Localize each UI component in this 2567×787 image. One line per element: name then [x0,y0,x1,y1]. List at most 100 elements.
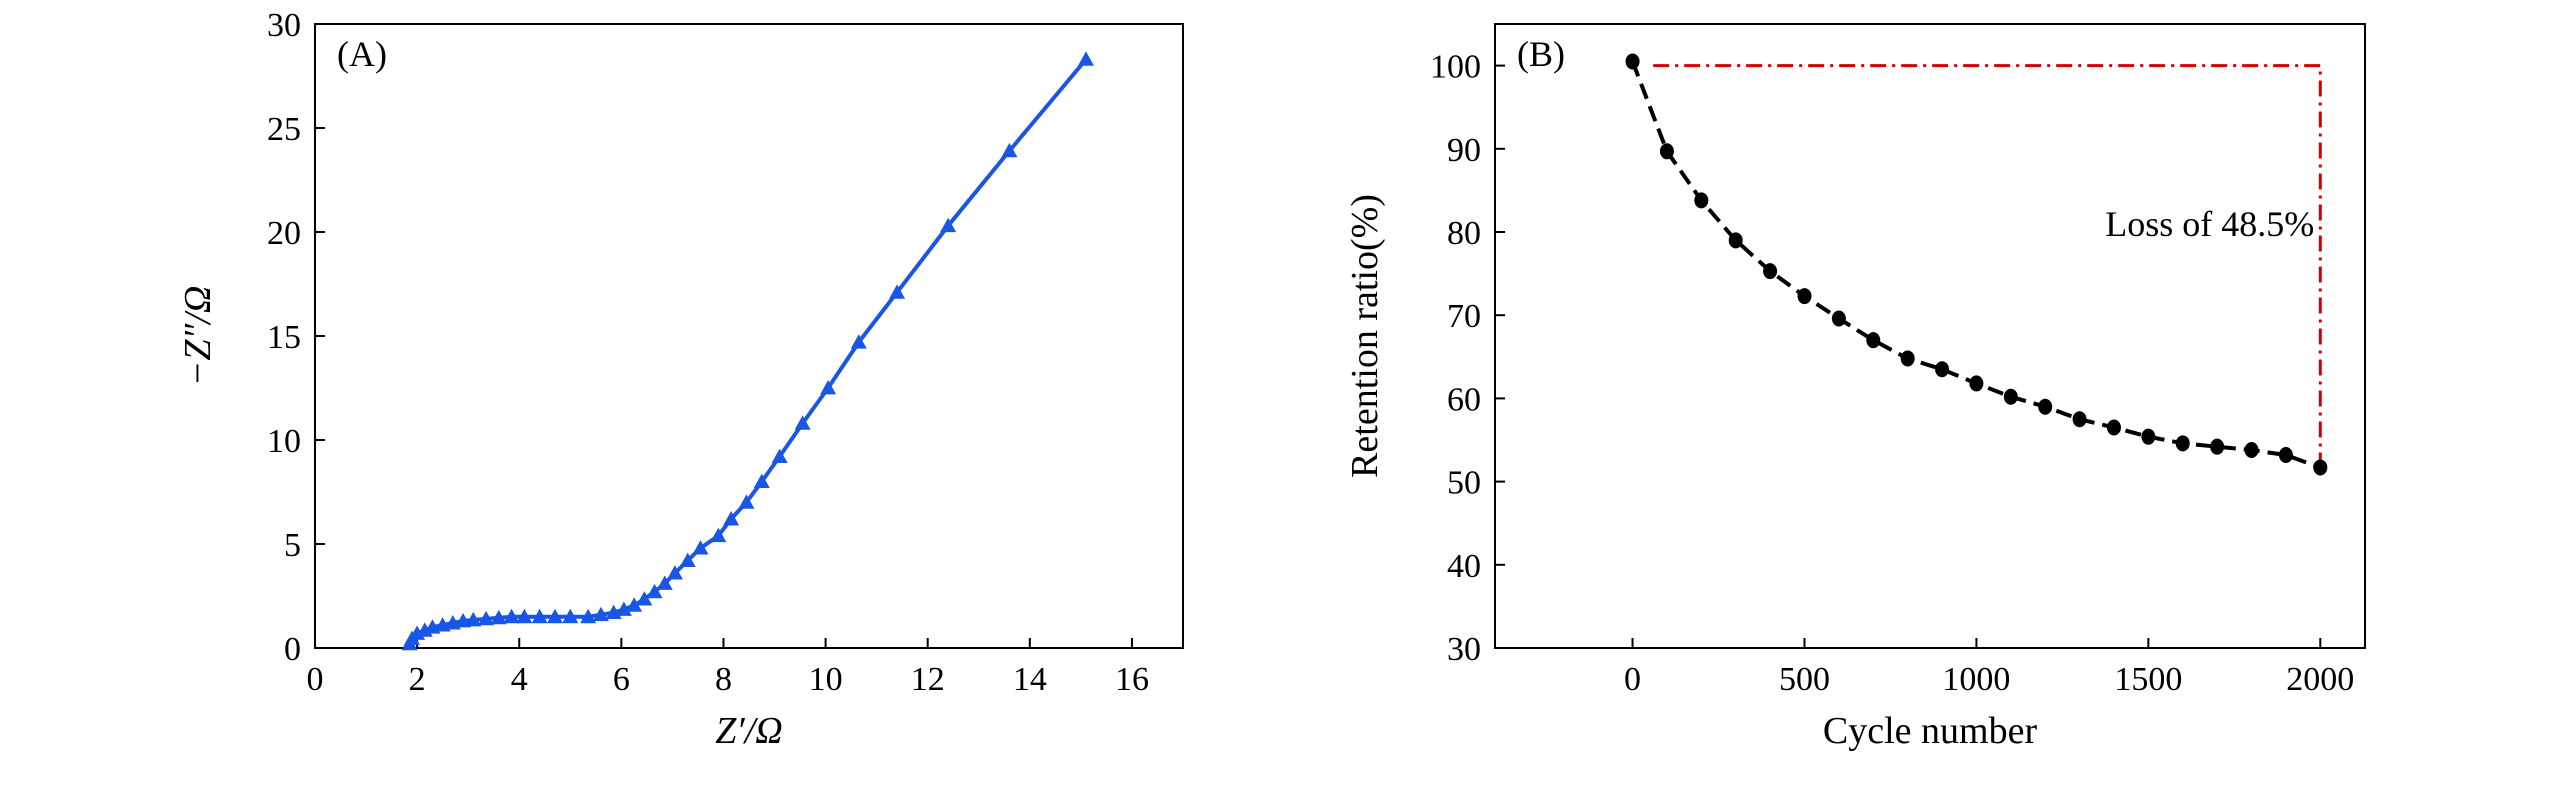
data-point [889,284,906,299]
data-point [2038,398,2053,415]
y-tick-label: 5 [284,527,301,564]
chart-b-retention: 0 500 1000 1500 2000 30 40 50 60 70 80 90 100 (B) Lo… [1344,23,2366,752]
data-point [2175,435,2190,452]
data-point [1797,288,1812,305]
y-tick-label: 10 [267,423,301,460]
data-point [2003,388,2018,405]
y-tick-label: 60 [1447,381,1481,418]
series-line [407,58,1088,645]
x-tick-label: 8 [715,661,732,698]
chart-a-ticks: 0 2 4 6 8 10 12 14 16 0 5 10 15 20 25 30 [267,7,1149,698]
data-point [465,611,482,627]
data-point [1969,375,1984,392]
data-point [1659,143,1674,160]
chart-a-panel-label: (A) [337,34,387,74]
y-tick-label: 100 [1430,49,1481,86]
data-point [2072,411,2087,428]
data-point [1625,53,1640,70]
data-point [1077,51,1094,66]
chart-b-ticks: 0 500 1000 1500 2000 30 40 50 60 70 80 90 100 [1430,49,2354,698]
y-tick-label: 25 [267,111,301,148]
data-point [666,565,683,580]
chart-a-series [401,51,1094,651]
data-point [679,552,696,568]
data-point [1001,142,1018,158]
data-point [592,606,609,622]
data-point [794,415,811,430]
chart-a-plot-frame [314,23,1184,649]
x-tick-label: 6 [613,661,630,698]
data-point [1866,332,1881,349]
data-point [656,575,673,590]
data-point [753,473,770,488]
x-tick-label: 500 [1779,661,1830,698]
chart-b-x-axis-label: Cycle number [1823,710,2038,752]
chart-b-series [1625,53,2328,476]
y-tick-label: 80 [1447,215,1481,252]
chart-b-loss-annotation [1653,64,2322,465]
x-tick-label: 2 [409,661,426,698]
data-point [490,609,507,625]
chart-a-x-axis-label: Z′/Ω [715,710,782,752]
chart-b-panel-label: (B) [1517,34,1565,74]
x-tick-label: 0 [307,661,324,698]
x-tick-label: 10 [809,661,843,698]
data-point [503,608,520,624]
data-point [580,608,597,624]
data-point [1763,263,1778,280]
data-point [2210,438,2225,455]
data-point [646,583,663,599]
x-tick-label: 1500 [2114,661,2182,698]
data-point [2278,446,2293,463]
chart-a-y-axis-label: −Z″/Ω [177,286,219,387]
data-point [562,608,579,624]
x-tick-label: 1000 [1942,661,2010,698]
y-tick-label: 50 [1447,465,1481,502]
y-tick-label: 30 [1447,631,1481,668]
series-line [1630,60,2321,470]
y-tick-label: 15 [267,319,301,356]
data-point [1900,350,1915,367]
y-tick-label: 20 [267,215,301,252]
data-point [478,610,495,626]
chart-b-loss-label: Loss of 48.5% [2105,204,2314,244]
y-tick-label: 90 [1447,132,1481,169]
data-point [1935,361,1950,378]
data-point [2244,441,2259,458]
data-point [723,511,740,526]
y-tick-label: 40 [1447,548,1481,585]
data-point [1831,310,1846,327]
data-point [615,601,632,616]
data-point [1694,192,1709,209]
data-point [820,380,837,395]
data-point [771,448,788,464]
data-point [2141,428,2156,445]
data-point [531,608,548,624]
data-point [546,608,563,624]
x-tick-label: 0 [1624,661,1641,698]
y-tick-label: 30 [267,7,301,44]
data-point [2313,459,2328,476]
data-point [710,527,727,543]
data-point [692,540,709,555]
x-tick-label: 14 [1013,661,1047,698]
chart-a-impedance: 0 2 4 6 8 10 12 14 16 0 5 10 15 20 25 30 (A) Z′/Ω −Z″/Ω [177,7,1184,752]
data-point [940,217,957,233]
x-tick-label: 12 [911,661,945,698]
data-point [626,597,643,612]
data-point [1728,232,1743,249]
data-point [636,591,653,606]
data-point [738,494,755,509]
x-tick-label: 16 [1115,661,1149,698]
y-tick-label: 0 [284,631,301,668]
x-tick-label: 2000 [2286,661,2354,698]
chart-b-y-axis-label: Retention ratio(%) [1344,194,1386,478]
y-tick-label: 70 [1447,298,1481,335]
loss-bracket-line [1653,64,2322,465]
data-point [850,334,867,349]
chart-b-plot-frame [1494,23,2366,649]
x-tick-label: 4 [511,661,528,698]
data-point [2106,419,2121,436]
data-point [516,608,533,624]
